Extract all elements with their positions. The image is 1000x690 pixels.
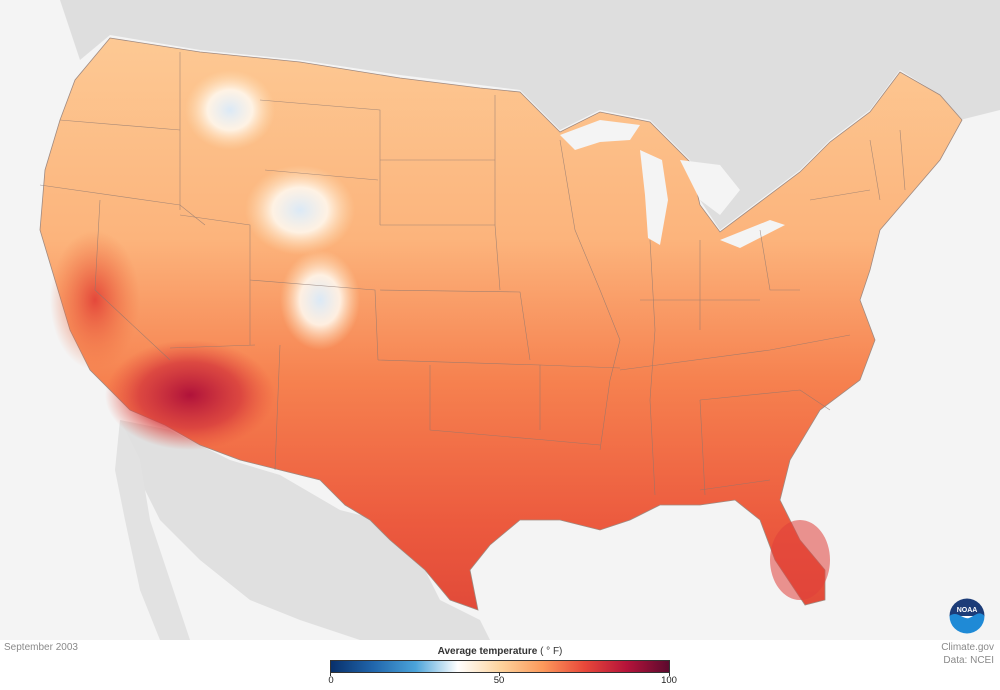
legend-title-text: Average temperature xyxy=(437,646,538,657)
tick-label-100: 100 xyxy=(661,675,677,686)
lake-superior xyxy=(560,120,640,150)
lake-huron xyxy=(680,160,740,215)
temperature-map: NOAA xyxy=(0,0,1000,640)
tick-label-0: 0 xyxy=(328,675,334,686)
cool-rockies-mt xyxy=(185,70,275,150)
tick-mark-50 xyxy=(499,673,500,676)
tick-mark-0 xyxy=(330,673,331,676)
cool-rockies-co xyxy=(280,250,360,350)
tick-label-50: 50 xyxy=(493,675,505,686)
hot-southwest xyxy=(105,340,275,450)
state-borders xyxy=(39,52,906,496)
color-scale-bar xyxy=(330,660,670,673)
warm-florida xyxy=(770,520,830,600)
baja-land xyxy=(115,420,190,640)
date-label: September 2003 xyxy=(4,642,78,653)
legend-title: Average temperature ( ° F) xyxy=(330,646,670,657)
noaa-logo-text: NOAA xyxy=(957,607,978,614)
cool-rockies-wy xyxy=(245,165,355,255)
lake-erie xyxy=(720,220,785,248)
canada-land xyxy=(60,0,1000,230)
credit-site: Climate.gov xyxy=(941,642,994,653)
mexico-land xyxy=(120,420,490,640)
noaa-logo: NOAA xyxy=(949,598,985,634)
legend-unit: ( ° F) xyxy=(540,646,563,657)
credit-data: Data: NCEI xyxy=(943,655,994,666)
hot-california xyxy=(50,230,140,370)
lake-michigan xyxy=(640,150,668,245)
tick-mark-100 xyxy=(669,673,670,676)
map-svg xyxy=(39,0,1000,640)
